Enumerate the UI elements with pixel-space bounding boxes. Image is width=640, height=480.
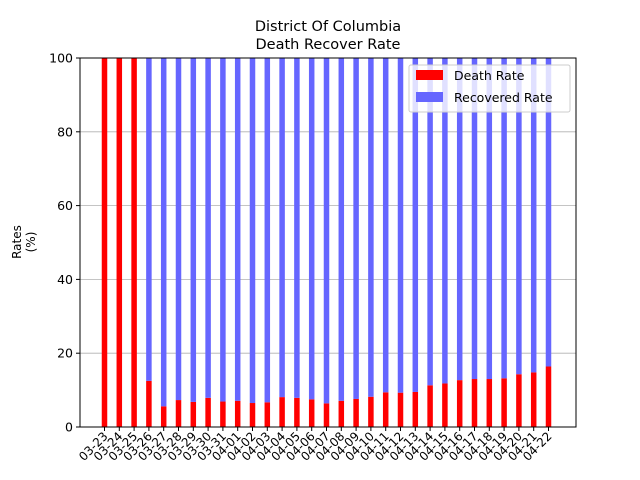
bar-death-rate-04-04 — [279, 397, 285, 427]
legend: Death Rate Recovered Rate — [408, 64, 571, 113]
bar-recovered-rate-03-28 — [175, 58, 182, 401]
bar-death-rate-04-09 — [353, 398, 359, 427]
bar-death-rate-03-28 — [175, 400, 182, 427]
bar-death-rate-03-25 — [131, 58, 137, 427]
bar-death-rate-04-07 — [323, 403, 330, 427]
bar-death-rate-04-22 — [545, 366, 552, 427]
bar-death-rate-04-15 — [442, 383, 448, 427]
legend-swatch-recovered-rate — [416, 92, 443, 102]
bar-death-rate-03-31 — [220, 401, 226, 427]
bar-death-rate-04-13 — [412, 391, 419, 427]
bar-recovered-rate-04-05 — [294, 58, 300, 398]
bar-death-rate-04-21 — [530, 372, 537, 427]
bar-death-rate-04-16 — [456, 380, 463, 427]
bar-death-rate-04-03 — [264, 402, 271, 427]
bar-recovered-rate-04-09 — [353, 58, 359, 399]
y-tick-label-80: 80 — [57, 124, 73, 139]
bar-death-rate-04-01 — [234, 400, 241, 427]
chart-title-line1: District Of Columbia — [255, 19, 401, 35]
legend-swatch-death-rate — [416, 70, 443, 80]
y-tick-label-20: 20 — [57, 346, 73, 361]
chart-title-line2: Death Recover Rate — [256, 37, 401, 53]
bar-recovered-rate-04-08 — [338, 58, 345, 401]
bar-recovered-rate-04-18 — [486, 58, 493, 380]
bar-death-rate-04-02 — [249, 403, 256, 427]
bar-death-rate-04-06 — [308, 399, 315, 427]
bar-death-rate-04-08 — [338, 400, 345, 427]
bar-recovered-rate-04-12 — [397, 58, 404, 393]
bar-death-rate-03-26 — [146, 380, 152, 427]
bar-death-rate-04-10 — [368, 396, 374, 427]
bar-death-rate-04-20 — [516, 374, 522, 427]
bar-death-rate-04-19 — [501, 378, 507, 427]
bar-recovered-rate-04-15 — [442, 58, 448, 384]
bar-recovered-rate-03-29 — [190, 58, 197, 402]
bar-recovered-rate-04-22 — [545, 58, 552, 367]
bar-recovered-rate-03-30 — [205, 58, 211, 398]
bar-recovered-rate-03-31 — [220, 58, 226, 402]
y-tick-label-40: 40 — [57, 272, 73, 287]
bar-recovered-rate-04-10 — [368, 58, 374, 397]
bar-recovered-rate-04-04 — [279, 58, 285, 398]
bar-recovered-rate-04-13 — [412, 58, 419, 392]
y-tick-label-100: 100 — [49, 51, 73, 66]
bar-death-rate-04-05 — [294, 397, 300, 427]
bar-death-rate-03-30 — [205, 397, 211, 427]
y-axis-label-line2: (%) — [24, 232, 38, 253]
y-tick-label-60: 60 — [57, 198, 73, 213]
bar-death-rate-04-17 — [471, 379, 478, 427]
bar-recovered-rate-04-06 — [308, 58, 315, 400]
bar-recovered-rate-04-16 — [456, 58, 463, 381]
bar-recovered-rate-03-26 — [146, 58, 152, 381]
bar-recovered-rate-04-11 — [382, 58, 389, 393]
bar-death-rate-03-23 — [101, 58, 108, 427]
legend-box — [408, 64, 571, 113]
bar-recovered-rate-04-14 — [427, 58, 433, 386]
bar-death-rate-04-14 — [427, 385, 433, 427]
bar-recovered-rate-04-20 — [516, 58, 522, 375]
x-axis-ticks: 03-2303-2403-2503-2603-2703-2803-2903-30… — [76, 427, 555, 464]
y-axis-ticks: 0 20 40 60 80 100 — [49, 51, 80, 435]
bar-death-rate-04-11 — [382, 392, 389, 427]
bars — [101, 58, 552, 427]
bar-death-rate-04-18 — [486, 379, 493, 427]
bar-death-rate-04-12 — [397, 392, 404, 427]
bar-recovered-rate-04-02 — [249, 58, 256, 404]
bar-recovered-rate-04-19 — [501, 58, 507, 379]
legend-label-recovered-rate: Recovered Rate — [454, 90, 553, 105]
bar-death-rate-03-24 — [116, 58, 123, 427]
plot-frame — [79, 57, 577, 428]
bar-recovered-rate-03-27 — [160, 58, 167, 407]
bar-recovered-rate-04-21 — [530, 58, 537, 373]
y-axis-label-line1: Rates — [10, 225, 24, 259]
legend-label-death-rate: Death Rate — [454, 68, 525, 83]
bar-recovered-rate-04-03 — [264, 58, 271, 403]
y-tick-label-0: 0 — [65, 420, 73, 435]
bar-death-rate-03-29 — [190, 401, 197, 427]
bar-death-rate-03-27 — [160, 406, 167, 427]
y-axis-label: Rates (%) — [10, 225, 38, 259]
bar-recovered-rate-04-01 — [234, 58, 241, 401]
bar-recovered-rate-04-07 — [323, 58, 330, 404]
bar-recovered-rate-04-17 — [471, 58, 478, 380]
